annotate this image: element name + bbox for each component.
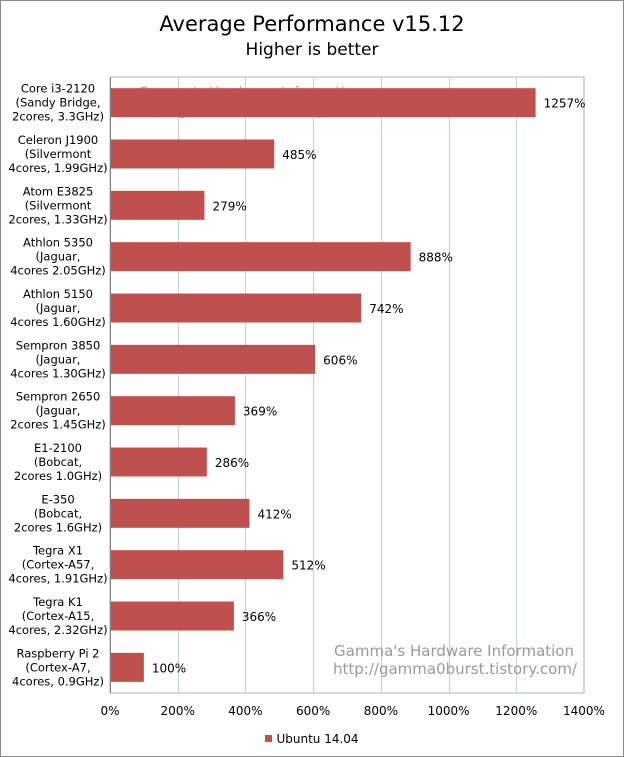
data-label: 1257% xyxy=(544,97,586,111)
legend: Ubuntu 14.04 xyxy=(0,732,624,746)
category-label: E1-2100 (Bobcat, 2cores 1.0GHz) xyxy=(14,441,102,483)
x-tick-label: 800% xyxy=(364,704,398,718)
data-label: 286% xyxy=(215,456,249,470)
data-label: 412% xyxy=(257,507,291,521)
bar xyxy=(111,447,207,477)
watermark-bottom-line1: Gamma's Hardware Information xyxy=(334,642,574,660)
category-label: Tegra X1 (Cortex-A57, 4cores, 1.91GHz) xyxy=(8,544,107,586)
bar xyxy=(111,498,250,528)
category-label: Celeron J1900 (Silvermont 4cores, 1.99GHz) xyxy=(8,133,107,175)
bar xyxy=(111,139,275,169)
bar xyxy=(111,652,144,682)
data-label: 369% xyxy=(243,405,277,419)
category-label: Sempron 3850 (Jaguar, 4cores 1.30GHz) xyxy=(10,338,106,380)
data-label: 742% xyxy=(369,302,403,316)
x-tick-label: 600% xyxy=(296,704,330,718)
data-label: 888% xyxy=(419,251,453,265)
data-label: 512% xyxy=(291,559,325,573)
x-tick-label: 1200% xyxy=(495,704,537,718)
x-tick-label: 1000% xyxy=(428,704,470,718)
watermark-bottom-line2: http://gamma0burst.tistory.com/ xyxy=(333,660,578,678)
bar xyxy=(111,396,235,426)
bar xyxy=(111,88,536,118)
x-tick-label: 400% xyxy=(228,704,262,718)
legend-label: Ubuntu 14.04 xyxy=(276,732,359,746)
bar xyxy=(111,344,316,374)
legend-swatch xyxy=(265,735,273,742)
category-label: Athlon 5150 (Jaguar, 4cores 1.60GHz) xyxy=(10,287,106,329)
data-label: 279% xyxy=(212,199,246,213)
category-label: E-350 (Bobcat, 2cores 1.6GHz) xyxy=(14,492,102,534)
category-label: Athlon 5350 (Jaguar, 4cores 2.05GHz) xyxy=(10,236,106,278)
data-label: 485% xyxy=(282,148,316,162)
data-label: 366% xyxy=(242,610,276,624)
chart-subtitle: Higher is better xyxy=(245,40,379,60)
bar xyxy=(111,293,362,323)
category-label: Raspberry Pi 2 (Cortex-A7, 4cores, 0.9GHz) xyxy=(12,646,104,688)
x-tick-label: 1400% xyxy=(563,704,605,718)
category-label: Tegra K1 (Cortex-A15, 4cores, 2.32GHz) xyxy=(8,595,107,637)
x-tick-label: 200% xyxy=(161,704,195,718)
bar xyxy=(111,601,234,631)
bar xyxy=(111,550,284,580)
category-label: Core i3-2120 (Sandy Bridge, 2cores, 3.3GHz… xyxy=(12,82,104,124)
x-tick-label: 0% xyxy=(100,704,119,718)
data-label: 606% xyxy=(323,353,357,367)
bar xyxy=(111,190,205,220)
plot-area xyxy=(109,76,585,694)
chart-title: Average Performance v15.12 xyxy=(159,12,465,36)
category-label: Atom E3825 (Silvermont 2cores, 1.33GHz) xyxy=(8,184,107,226)
category-label: Sempron 2650 (Jaguar, 2cores 1.45GHz) xyxy=(10,390,106,432)
bar xyxy=(111,242,411,272)
data-label: 100% xyxy=(152,661,186,675)
